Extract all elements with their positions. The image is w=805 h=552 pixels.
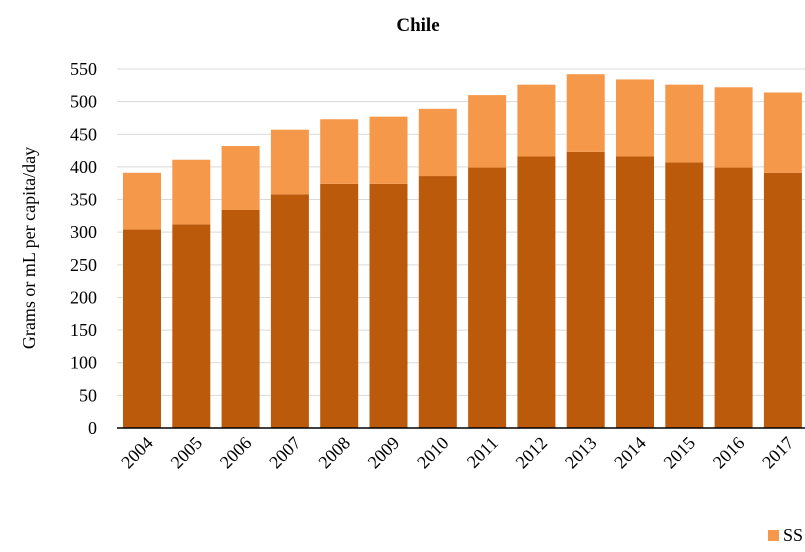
x-axis-ticks: 2004 2005 2006 2007 2008 2009 2010 2011 2012 2013… xyxy=(117,433,797,473)
bar-2012-segment-1 xyxy=(517,156,556,428)
bar-2007-segment-1 xyxy=(270,194,309,428)
y-tick-label: 500 xyxy=(70,92,97,112)
bar-2015-segment-2 xyxy=(665,84,704,163)
y-tick-label: 450 xyxy=(70,124,97,144)
bar-2010-segment-1 xyxy=(418,176,457,428)
bar-2008-segment-1 xyxy=(320,183,359,428)
bar-2017-segment-2 xyxy=(763,92,802,173)
bar-2005-segment-2 xyxy=(172,159,211,225)
x-tick-label-2009: 2009 xyxy=(364,433,404,473)
y-tick-label: 100 xyxy=(70,353,97,373)
bars xyxy=(123,74,802,428)
bar-2008-segment-2 xyxy=(320,119,359,184)
y-tick-label: 50 xyxy=(79,385,97,405)
bar-2006-segment-2 xyxy=(221,146,260,210)
bar-2009-segment-2 xyxy=(369,116,408,184)
chart-title: Chile xyxy=(396,15,439,36)
bar-2014-segment-1 xyxy=(616,156,654,428)
bar-2004-segment-1 xyxy=(123,229,161,428)
x-tick-label-2014: 2014 xyxy=(610,433,650,473)
bar-2013-segment-1 xyxy=(566,151,605,428)
bar-2016-segment-1 xyxy=(714,167,753,428)
bar-2005-segment-1 xyxy=(172,224,211,428)
x-tick-label-2010: 2010 xyxy=(413,433,453,473)
bar-2011-segment-2 xyxy=(468,95,507,168)
x-tick-label-2005: 2005 xyxy=(167,433,207,473)
y-tick-label: 300 xyxy=(70,222,97,242)
bar-2006-segment-1 xyxy=(221,209,260,428)
bar-2013-segment-2 xyxy=(566,74,605,152)
y-tick-label: 0 xyxy=(88,418,97,438)
y-tick-label: 550 xyxy=(70,59,97,79)
x-tick-label-2011: 2011 xyxy=(463,433,502,472)
bar-2009-segment-1 xyxy=(369,183,408,428)
bar-2016-segment-2 xyxy=(714,87,753,168)
y-axis-ticks: 0 50 100 150 200 250 300 350 400 450 500 550 xyxy=(70,59,97,438)
bar-2012-segment-2 xyxy=(517,84,556,157)
bar-2014-segment-2 xyxy=(616,79,654,157)
x-tick-label-2013: 2013 xyxy=(561,433,601,473)
legend-swatch xyxy=(768,530,779,541)
bar-2017-segment-1 xyxy=(763,172,802,428)
y-tick-label: 350 xyxy=(70,190,97,210)
y-tick-label: 200 xyxy=(70,287,97,307)
bar-2011-segment-1 xyxy=(468,167,507,428)
x-tick-label-2008: 2008 xyxy=(314,433,354,473)
x-tick-label-2007: 2007 xyxy=(265,433,305,473)
bar-2015-segment-1 xyxy=(665,162,704,428)
bar-2007-segment-2 xyxy=(270,129,309,195)
bar-2010-segment-2 xyxy=(418,108,457,177)
y-tick-label: 250 xyxy=(70,255,97,275)
legend: SS xyxy=(768,525,803,545)
x-tick-label-2012: 2012 xyxy=(512,433,552,473)
bar-2004-segment-2 xyxy=(123,172,161,230)
legend-label: SS xyxy=(783,525,803,545)
x-tick-label-2004: 2004 xyxy=(117,433,157,473)
x-tick-label-2006: 2006 xyxy=(216,433,256,473)
y-tick-label: 150 xyxy=(70,320,97,340)
x-tick-label-2016: 2016 xyxy=(709,433,749,473)
y-tick-label: 400 xyxy=(70,157,97,177)
x-tick-label-2017: 2017 xyxy=(758,433,798,473)
y-axis-label: Grams or mL per capita/day xyxy=(19,147,39,349)
x-tick-label-2015: 2015 xyxy=(660,433,700,473)
